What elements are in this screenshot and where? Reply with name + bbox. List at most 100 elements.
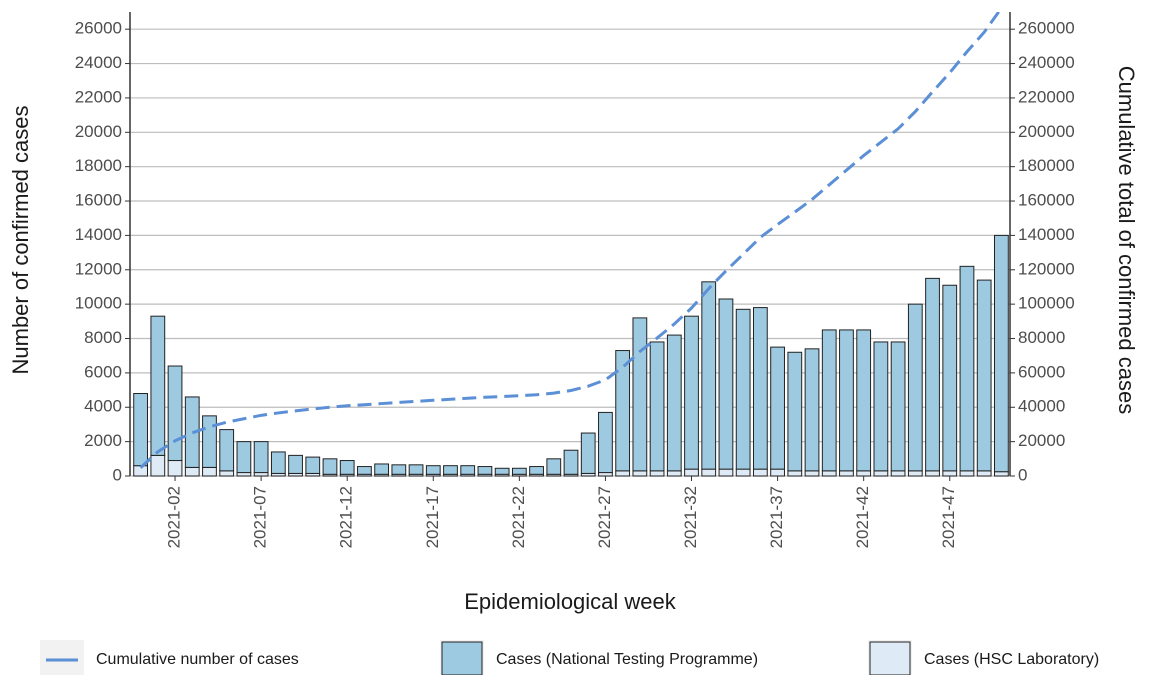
bar xyxy=(184,466,200,477)
legend-key xyxy=(441,641,483,676)
y2-tick-label: 40000 xyxy=(1018,397,1065,416)
bar xyxy=(167,365,183,462)
bar xyxy=(632,317,648,472)
x-tick-label: 2021-22 xyxy=(509,486,528,548)
y-tick-label: 22000 xyxy=(75,87,122,106)
bar xyxy=(976,279,992,472)
bar xyxy=(890,470,906,477)
bar xyxy=(219,429,235,472)
x-tick-label: 2021-02 xyxy=(165,486,184,548)
bar xyxy=(787,470,803,477)
bar xyxy=(821,470,837,477)
x-tick-label: 2021-47 xyxy=(939,486,958,548)
bar xyxy=(339,460,355,475)
y2-tick-label: 200000 xyxy=(1018,122,1075,141)
bar xyxy=(925,470,940,477)
bar xyxy=(443,465,458,475)
bar xyxy=(959,265,975,472)
bar xyxy=(253,472,269,477)
bar xyxy=(167,460,183,477)
y-tick-label: 16000 xyxy=(75,191,122,210)
y-tick-label: 10000 xyxy=(75,294,122,313)
legend-key xyxy=(869,641,911,676)
bar xyxy=(684,315,699,470)
bar xyxy=(408,464,424,475)
bar xyxy=(649,341,665,472)
bar xyxy=(976,470,992,477)
bar xyxy=(804,470,820,477)
x-tick-label: 2021-12 xyxy=(337,486,356,548)
x-tick-label: 2021-17 xyxy=(423,486,442,548)
bar xyxy=(632,470,648,477)
legend-label: Cumulative number of cases xyxy=(96,651,299,668)
bar xyxy=(425,465,441,475)
bar xyxy=(615,470,631,477)
bar xyxy=(942,284,958,472)
bar xyxy=(563,449,579,475)
y2-tick-label: 20000 xyxy=(1018,431,1065,450)
y2-tick-label: 80000 xyxy=(1018,328,1065,347)
bar xyxy=(598,472,613,477)
bar xyxy=(150,454,166,477)
bar xyxy=(580,432,596,474)
bar xyxy=(649,470,665,477)
bar xyxy=(752,468,768,477)
bar xyxy=(925,277,940,472)
bar xyxy=(357,466,372,475)
bar xyxy=(236,472,252,477)
bar xyxy=(288,454,303,474)
y2-tick-label: 0 xyxy=(1018,465,1027,484)
x-tick-label: 2021-37 xyxy=(767,486,786,548)
bar xyxy=(856,329,872,472)
bar xyxy=(907,303,923,472)
bar xyxy=(529,466,544,475)
bar xyxy=(856,470,872,477)
bar xyxy=(133,393,148,467)
bar xyxy=(684,468,699,477)
y2-tick-label: 180000 xyxy=(1018,156,1075,175)
bar xyxy=(873,341,889,472)
y-tick-label: 18000 xyxy=(75,156,122,175)
y2-tick-label: 160000 xyxy=(1018,191,1075,210)
bar xyxy=(770,346,785,470)
bar xyxy=(942,470,958,477)
bar xyxy=(752,307,768,470)
y2-tick-label: 120000 xyxy=(1018,259,1075,278)
bar xyxy=(718,298,734,470)
bar xyxy=(735,308,751,470)
x-tick-label: 2021-27 xyxy=(595,486,614,548)
bar xyxy=(494,467,510,475)
bar xyxy=(666,334,682,472)
y2-tick-label: 260000 xyxy=(1018,19,1075,38)
y-tick-label: 6000 xyxy=(84,362,122,381)
bar xyxy=(374,463,390,475)
legend-label: Cases (National Testing Programme) xyxy=(496,651,758,668)
bar xyxy=(907,470,923,477)
legend-key-bg xyxy=(40,640,84,675)
bar xyxy=(305,456,321,474)
bar xyxy=(701,468,717,477)
y-tick-label: 26000 xyxy=(75,19,122,38)
x-tick-label: 2021-42 xyxy=(853,486,872,548)
bar xyxy=(804,348,820,472)
bar xyxy=(270,451,286,474)
bar xyxy=(994,471,1009,477)
bar xyxy=(615,350,631,472)
legend-label: Cases (HSC Laboratory) xyxy=(924,651,1099,668)
bar xyxy=(202,415,217,468)
y2-tick-label: 60000 xyxy=(1018,362,1065,381)
y2-tick-label: 140000 xyxy=(1018,225,1075,244)
bar xyxy=(666,470,682,477)
cumulative-line xyxy=(139,12,1001,469)
bar xyxy=(253,441,269,474)
bar xyxy=(994,234,1009,473)
bar xyxy=(770,468,785,477)
y-tick-label: 14000 xyxy=(75,225,122,244)
bar xyxy=(873,470,889,477)
y2-tick-label: 220000 xyxy=(1018,87,1075,106)
y-tick-label: 8000 xyxy=(84,328,122,347)
bar xyxy=(598,411,613,474)
y2-tick-label: 240000 xyxy=(1018,53,1075,72)
y-tick-label: 0 xyxy=(113,465,122,484)
